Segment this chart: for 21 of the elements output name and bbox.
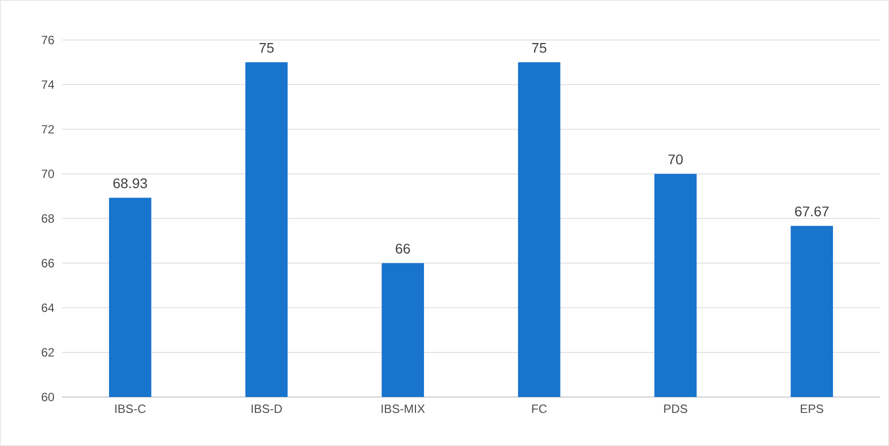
data-label: 75: [532, 43, 546, 53]
data-label: 70: [668, 154, 683, 164]
y-tick-label: 62: [42, 348, 54, 357]
y-tick-label: 76: [42, 36, 54, 44]
data-label: 75: [259, 43, 274, 53]
y-tick-label: 72: [42, 125, 54, 134]
y-tick-label: 70: [42, 170, 54, 178]
x-tick-label: PDS: [664, 404, 688, 413]
x-tick-label: FC: [532, 404, 547, 413]
y-tick-label: 66: [42, 258, 54, 268]
y-tick-label: 74: [42, 80, 54, 89]
x-tick-label: IBS-C: [115, 404, 146, 413]
x-tick-label: EPS: [800, 404, 824, 413]
data-label: 68.93: [113, 178, 147, 188]
x-tick-label: IBS-MIX: [382, 404, 425, 413]
y-tick-label: 68: [42, 214, 54, 223]
y-tick-label: 60: [42, 392, 54, 402]
data-label: 67.67: [795, 206, 829, 216]
x-tick-label: IBS-D: [252, 404, 282, 413]
y-tick-label: 64: [42, 304, 54, 312]
data-label: 66: [396, 244, 410, 254]
